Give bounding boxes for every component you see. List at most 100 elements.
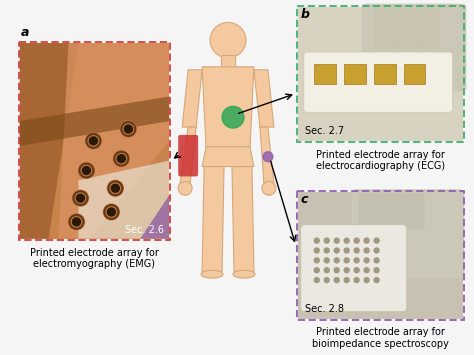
Circle shape xyxy=(324,278,329,283)
FancyBboxPatch shape xyxy=(403,64,426,84)
Bar xyxy=(19,43,169,239)
FancyBboxPatch shape xyxy=(402,193,424,229)
Circle shape xyxy=(262,181,276,195)
Circle shape xyxy=(120,121,137,137)
Polygon shape xyxy=(232,166,254,272)
Circle shape xyxy=(334,238,339,243)
Circle shape xyxy=(344,248,349,253)
Polygon shape xyxy=(180,127,196,183)
Circle shape xyxy=(324,258,329,263)
Text: Printed electrode array for
electrocardiography (ECG): Printed electrode array for electrocardi… xyxy=(316,150,445,171)
Circle shape xyxy=(344,268,349,273)
Circle shape xyxy=(364,238,369,243)
Circle shape xyxy=(354,238,359,243)
Circle shape xyxy=(364,278,369,283)
Circle shape xyxy=(314,278,319,283)
FancyBboxPatch shape xyxy=(178,135,198,176)
Bar xyxy=(18,42,170,240)
Polygon shape xyxy=(202,67,254,149)
Circle shape xyxy=(334,278,339,283)
Polygon shape xyxy=(19,43,79,239)
Circle shape xyxy=(79,163,94,179)
Text: Sec. 2.6: Sec. 2.6 xyxy=(125,225,164,235)
Circle shape xyxy=(354,258,359,263)
Polygon shape xyxy=(202,147,254,166)
Circle shape xyxy=(314,238,319,243)
Text: Printed electrode array for
electromyography (EMG): Printed electrode array for electromyogr… xyxy=(30,247,159,269)
Bar xyxy=(221,55,235,67)
Text: b: b xyxy=(301,7,310,21)
Text: Sec. 2.8: Sec. 2.8 xyxy=(305,304,344,314)
Circle shape xyxy=(178,181,192,195)
Bar xyxy=(298,192,463,318)
Circle shape xyxy=(364,248,369,253)
Circle shape xyxy=(354,248,359,253)
Circle shape xyxy=(374,258,379,263)
Circle shape xyxy=(314,268,319,273)
Circle shape xyxy=(73,190,89,206)
Circle shape xyxy=(334,258,339,263)
FancyBboxPatch shape xyxy=(374,7,395,48)
Circle shape xyxy=(85,133,101,149)
Text: Sec. 2.7: Sec. 2.7 xyxy=(305,126,344,136)
Polygon shape xyxy=(79,160,169,239)
Circle shape xyxy=(118,155,125,163)
Circle shape xyxy=(73,218,81,226)
Circle shape xyxy=(113,151,129,166)
Circle shape xyxy=(82,166,91,174)
Polygon shape xyxy=(58,43,169,239)
Circle shape xyxy=(324,248,329,253)
Polygon shape xyxy=(202,166,224,272)
Circle shape xyxy=(374,238,379,243)
Circle shape xyxy=(334,268,339,273)
Text: c: c xyxy=(301,193,308,206)
Circle shape xyxy=(90,137,98,145)
Polygon shape xyxy=(260,127,274,183)
Bar xyxy=(298,7,463,141)
Circle shape xyxy=(108,208,115,216)
Circle shape xyxy=(314,258,319,263)
Circle shape xyxy=(344,278,349,283)
Text: Printed electrode array for
bioimpedance spectroscopy: Printed electrode array for bioimpedance… xyxy=(312,328,449,349)
FancyBboxPatch shape xyxy=(418,7,439,48)
Circle shape xyxy=(344,258,349,263)
Polygon shape xyxy=(182,70,202,127)
FancyBboxPatch shape xyxy=(359,193,381,229)
Circle shape xyxy=(354,278,359,283)
Ellipse shape xyxy=(233,270,255,278)
Bar xyxy=(297,6,465,142)
Circle shape xyxy=(364,268,369,273)
Circle shape xyxy=(124,125,132,133)
FancyBboxPatch shape xyxy=(304,52,452,112)
Circle shape xyxy=(374,268,379,273)
Circle shape xyxy=(334,248,339,253)
Circle shape xyxy=(108,180,123,196)
FancyBboxPatch shape xyxy=(314,64,336,84)
FancyBboxPatch shape xyxy=(344,64,365,84)
Circle shape xyxy=(222,106,244,128)
Polygon shape xyxy=(254,70,274,127)
Circle shape xyxy=(103,204,119,220)
Circle shape xyxy=(364,258,369,263)
Polygon shape xyxy=(140,195,169,239)
FancyBboxPatch shape xyxy=(352,189,465,278)
FancyBboxPatch shape xyxy=(301,225,407,312)
FancyBboxPatch shape xyxy=(362,4,466,92)
FancyBboxPatch shape xyxy=(395,7,418,48)
Circle shape xyxy=(263,152,273,162)
Circle shape xyxy=(344,238,349,243)
FancyBboxPatch shape xyxy=(374,64,395,84)
Circle shape xyxy=(324,238,329,243)
Circle shape xyxy=(69,214,84,230)
Circle shape xyxy=(76,194,84,202)
FancyBboxPatch shape xyxy=(381,193,402,229)
Circle shape xyxy=(354,268,359,273)
Text: a: a xyxy=(21,26,29,39)
Circle shape xyxy=(374,248,379,253)
Circle shape xyxy=(111,184,119,192)
Polygon shape xyxy=(19,97,169,146)
Circle shape xyxy=(210,22,246,58)
Bar xyxy=(297,191,465,320)
Circle shape xyxy=(374,278,379,283)
Ellipse shape xyxy=(201,270,223,278)
